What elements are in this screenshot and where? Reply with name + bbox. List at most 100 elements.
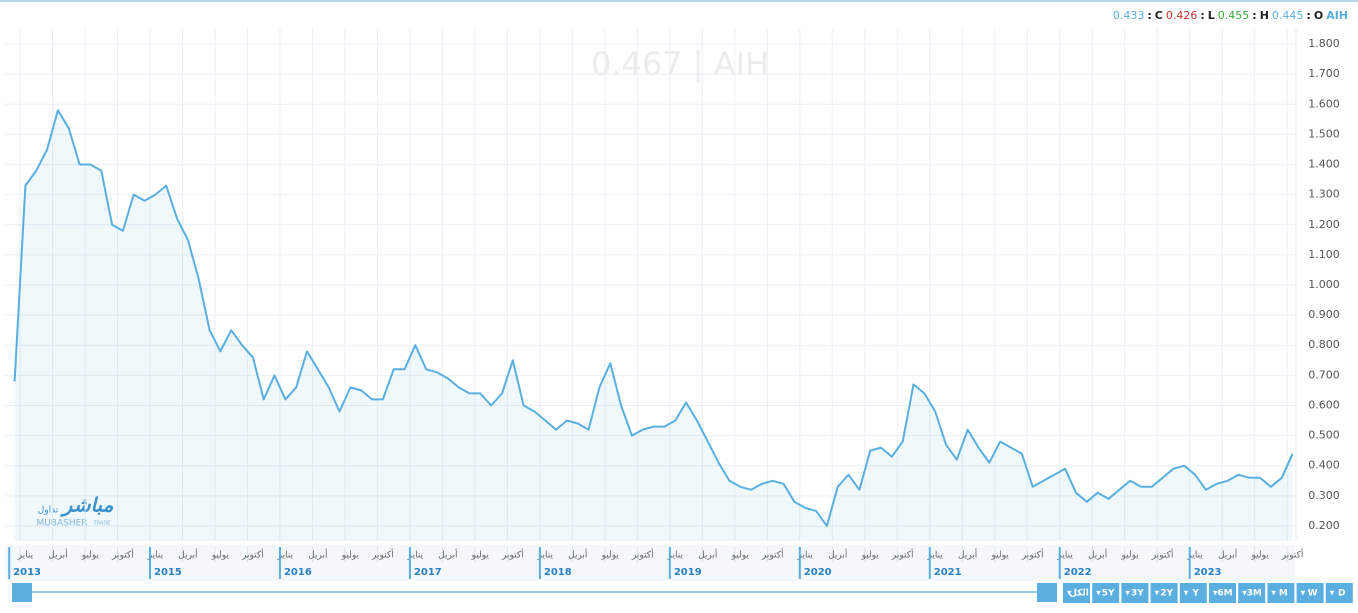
x-tick-label: أبريل: [958, 549, 977, 561]
range-button-bg: [1296, 583, 1324, 603]
ohlc-key: C: [1154, 9, 1163, 22]
range-button-bg: [1063, 583, 1090, 603]
y-tick-label: 1.200: [1308, 218, 1340, 231]
area: [14, 110, 1293, 542]
x-tick-label: يناير: [1186, 551, 1203, 561]
range-button-bg: [1121, 583, 1149, 603]
range-button-arrow: ▾: [1213, 589, 1218, 599]
x-tick-label: أبريل: [438, 549, 457, 561]
logo-latin-sub: TRADE: [93, 521, 111, 527]
y-tick-label: 1.600: [1308, 97, 1340, 110]
y-tick-label: 1.300: [1308, 188, 1340, 201]
logo: مباشر تداول MUBASHER TRADE: [36, 493, 113, 529]
x-tick-label: أبريل: [1218, 549, 1237, 561]
x-tick-label: أبريل: [178, 549, 197, 561]
navigator-handle[interactable]: [1037, 583, 1057, 602]
x-tick-label: يوليو: [991, 551, 1010, 561]
range-button[interactable]: ▾ 2Y: [1150, 583, 1178, 603]
x-tick-label: أبريل: [568, 549, 587, 561]
year-tick-label: 2020: [804, 567, 832, 578]
range-button[interactable]: ▾الكل: [1063, 583, 1090, 603]
separator: :: [1147, 9, 1152, 22]
range-button-arrow: ▾: [1242, 589, 1247, 599]
x-tick-label: يوليو: [601, 551, 620, 561]
range-button-label: 6M: [1217, 589, 1232, 599]
ohlc-value: 0.455: [1217, 9, 1250, 22]
year-tick-label: 2017: [414, 567, 442, 578]
y-tick-label: 1.400: [1308, 158, 1340, 171]
range-button[interactable]: ▾ 3Y: [1121, 583, 1149, 603]
year-tick-label: 2018: [544, 567, 572, 578]
range-button-bg: [1267, 583, 1295, 603]
x-tick-label: يناير: [926, 551, 943, 561]
year-tick-label: 2016: [284, 567, 312, 578]
range-button[interactable]: ▾ M: [1267, 583, 1295, 603]
range-button-bg: [1325, 583, 1353, 603]
range-button-arrow: ▾: [1125, 589, 1130, 599]
ohlc-key: H: [1259, 9, 1269, 22]
year-tick-label: 2019: [674, 567, 702, 578]
x-tick-label: أبريل: [48, 549, 67, 561]
x-tick-label: يوليو: [341, 551, 360, 561]
y-tick-label: 0.900: [1308, 308, 1340, 321]
x-tick-label: أبريل: [828, 549, 847, 561]
range-button-label: 3M: [1247, 589, 1262, 599]
x-tick-label: يوليو: [81, 551, 100, 561]
x-tick-label: يناير: [1056, 551, 1073, 561]
y-tick-label: 1.800: [1308, 37, 1340, 50]
range-button-bg: [1150, 583, 1178, 603]
range-button-arrow: ▾: [1067, 589, 1072, 599]
range-button-label: D: [1338, 589, 1345, 599]
y-tick-label: 0.400: [1308, 459, 1340, 472]
range-button-label: Y: [1192, 589, 1200, 599]
x-tick-label: يناير: [17, 551, 34, 561]
ohlc-header: 0.433: C 0.426: L 0.455: H 0.445: O AIH: [1113, 9, 1348, 22]
separator: :: [1200, 9, 1205, 22]
y-tick-label: 0.300: [1308, 489, 1340, 502]
y-tick-label: 0.500: [1308, 429, 1340, 442]
x-tick-label: أبريل: [1088, 549, 1107, 561]
logo-arabic-sub: تداول: [38, 506, 59, 516]
x-tick-label: أكتوبر: [1281, 549, 1304, 561]
line: [13, 109, 1294, 527]
y-tick-label: 1.500: [1308, 127, 1340, 140]
ohlc-value: 0.433: [1112, 9, 1145, 22]
ohlc-key: L: [1207, 9, 1215, 22]
x-tick-label: يناير: [537, 551, 554, 561]
range-button[interactable]: ▾ Y: [1179, 583, 1207, 603]
range-button-arrow: ▾: [1096, 589, 1101, 599]
x-tick-label: أكتوبر: [111, 549, 134, 561]
x-tick-label: يوليو: [211, 551, 230, 561]
x-tick-label: أكتوبر: [371, 549, 394, 561]
range-button[interactable]: ▾ 5Y: [1092, 583, 1120, 603]
y-tick-label: 0.700: [1308, 368, 1340, 381]
x-tick-label: أكتوبر: [501, 549, 524, 561]
x-tick-label: يوليو: [471, 551, 490, 561]
y-tick-label: 1.700: [1308, 67, 1340, 80]
range-button[interactable]: ▾ 3M: [1238, 583, 1266, 603]
x-axis-band: [5, 545, 1295, 581]
y-tick-label: 1.100: [1308, 248, 1340, 261]
range-button[interactable]: ▾ D: [1325, 583, 1353, 603]
range-button-bg: [1209, 583, 1236, 603]
x-tick-label: يوليو: [731, 551, 750, 561]
range-button-label: W: [1308, 589, 1318, 599]
x-tick-label: يناير: [277, 551, 294, 561]
logo-arabic: مباشر: [60, 493, 114, 518]
logo-latin: MUBASHER: [36, 519, 87, 529]
ohlc-value: 0.445: [1271, 9, 1304, 22]
range-button[interactable]: ▾ 6M: [1209, 583, 1236, 603]
y-tick-label: 0.600: [1308, 398, 1340, 411]
separator: :: [1306, 9, 1311, 22]
x-tick-label: أبريل: [698, 549, 717, 561]
navigator-handle[interactable]: [12, 583, 32, 602]
year-tick-label: 2021: [934, 567, 962, 578]
x-tick-label: يوليو: [861, 551, 880, 561]
y-tick-label: 0.800: [1308, 338, 1340, 351]
range-button-label: الكل: [1069, 589, 1089, 599]
x-tick-label: يناير: [667, 551, 684, 561]
range-button[interactable]: ▾ W: [1296, 583, 1324, 603]
